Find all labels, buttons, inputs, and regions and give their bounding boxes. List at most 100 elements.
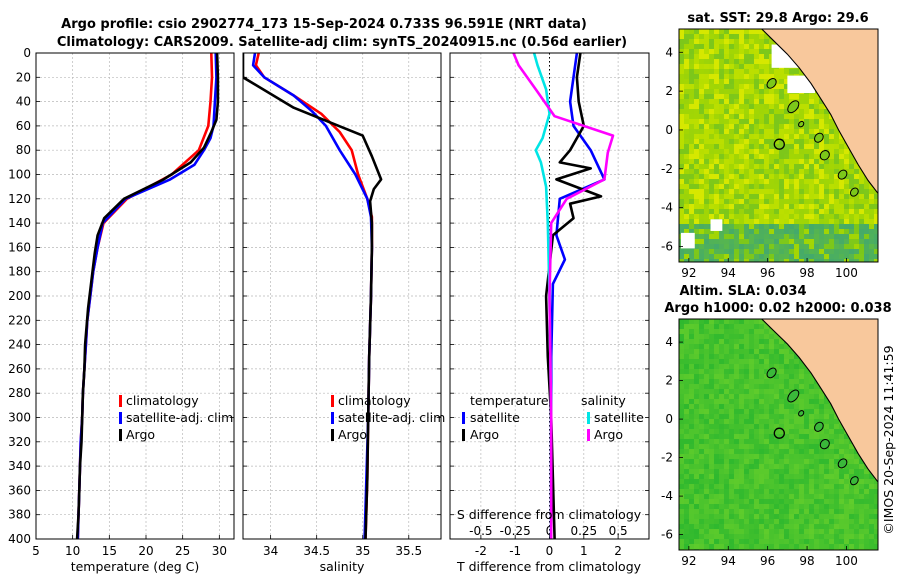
map-cell — [699, 144, 705, 150]
map-cell — [764, 54, 770, 60]
map-cell — [764, 524, 770, 530]
map-cell — [734, 544, 740, 550]
map-cell — [759, 189, 765, 195]
map-cell — [719, 189, 725, 195]
map-cell — [814, 429, 820, 435]
map-cell — [804, 219, 810, 225]
map-cell — [724, 479, 730, 485]
map-cell — [704, 329, 710, 335]
map-cell — [754, 114, 760, 120]
map-cell — [684, 419, 690, 425]
map-cell — [699, 109, 705, 115]
map-cell — [719, 434, 725, 440]
map-cell — [754, 229, 760, 235]
map-cell — [679, 494, 685, 500]
map-cell — [864, 239, 870, 245]
map-cell — [704, 344, 710, 350]
map-cell — [734, 399, 740, 405]
map-cell — [864, 209, 870, 215]
map-cell — [784, 344, 790, 350]
map-cell — [824, 249, 830, 255]
map-cell — [819, 414, 825, 420]
map-cell — [734, 469, 740, 475]
map-cell — [854, 524, 860, 530]
map-cell — [749, 464, 755, 470]
map-cell — [794, 489, 800, 495]
map-cell — [864, 539, 870, 545]
map-cell — [679, 324, 685, 330]
map-cell — [754, 39, 760, 45]
map-cell — [834, 244, 840, 250]
map-cell — [814, 99, 820, 105]
map-cell — [759, 184, 765, 190]
map-cell — [734, 129, 740, 135]
map-cell — [694, 79, 700, 85]
map-cell — [769, 414, 775, 420]
map-cell — [774, 454, 780, 460]
map-cell — [829, 464, 835, 470]
map-cell — [819, 159, 825, 165]
map-cell — [679, 404, 685, 410]
map-cell — [699, 369, 705, 375]
map-cell — [719, 359, 725, 365]
map-cell — [749, 484, 755, 490]
map-cell — [749, 539, 755, 545]
map-cell — [689, 79, 695, 85]
map-cell — [799, 364, 805, 370]
map-cell — [764, 464, 770, 470]
map-cell — [729, 489, 735, 495]
map-cell — [729, 419, 735, 425]
map-cell — [869, 529, 875, 535]
map-cell — [829, 449, 835, 455]
map-cell — [784, 119, 790, 125]
map-cell — [824, 129, 830, 135]
map-cell — [774, 459, 780, 465]
map-cell — [774, 79, 780, 85]
map-cell — [854, 229, 860, 235]
map-cell — [719, 89, 725, 95]
map-cell — [874, 234, 878, 240]
map-cell — [874, 499, 878, 505]
map-cell — [874, 244, 878, 250]
map-frame — [678, 28, 879, 263]
map-cell — [729, 464, 735, 470]
map-cell — [774, 124, 780, 130]
map-cell — [689, 149, 695, 155]
map-cell — [684, 339, 690, 345]
map-cell — [684, 429, 690, 435]
map-cell — [754, 409, 760, 415]
map-cell — [739, 159, 745, 165]
map-cell — [844, 194, 850, 200]
map-cell — [684, 409, 690, 415]
map-cell — [819, 539, 825, 545]
map-cell — [789, 244, 795, 250]
map-cell — [709, 34, 715, 40]
map-cell — [854, 224, 860, 230]
map-cell — [764, 119, 770, 125]
map-cell — [799, 149, 805, 155]
map-cell — [724, 424, 730, 430]
map-cell — [824, 169, 830, 175]
map-cell — [679, 499, 685, 505]
map-cell — [754, 174, 760, 180]
map-cell — [689, 344, 695, 350]
map-cell — [859, 194, 865, 200]
map-cell — [779, 149, 785, 155]
map-cell — [724, 49, 730, 55]
map-cell — [859, 239, 865, 245]
map-cell — [779, 424, 785, 430]
map-cell — [719, 199, 725, 205]
depth-tick-label: 80 — [16, 143, 31, 157]
map-cell — [739, 224, 745, 230]
map-cell — [794, 449, 800, 455]
map-cell — [679, 439, 685, 445]
map-cell — [859, 519, 865, 525]
map-cell — [824, 429, 830, 435]
map-cell — [739, 189, 745, 195]
map-cell — [699, 159, 705, 165]
map-cell — [744, 459, 750, 465]
map-cell — [734, 134, 740, 140]
map-cell — [699, 534, 705, 540]
map-cell — [764, 334, 770, 340]
map-cell — [844, 214, 850, 220]
